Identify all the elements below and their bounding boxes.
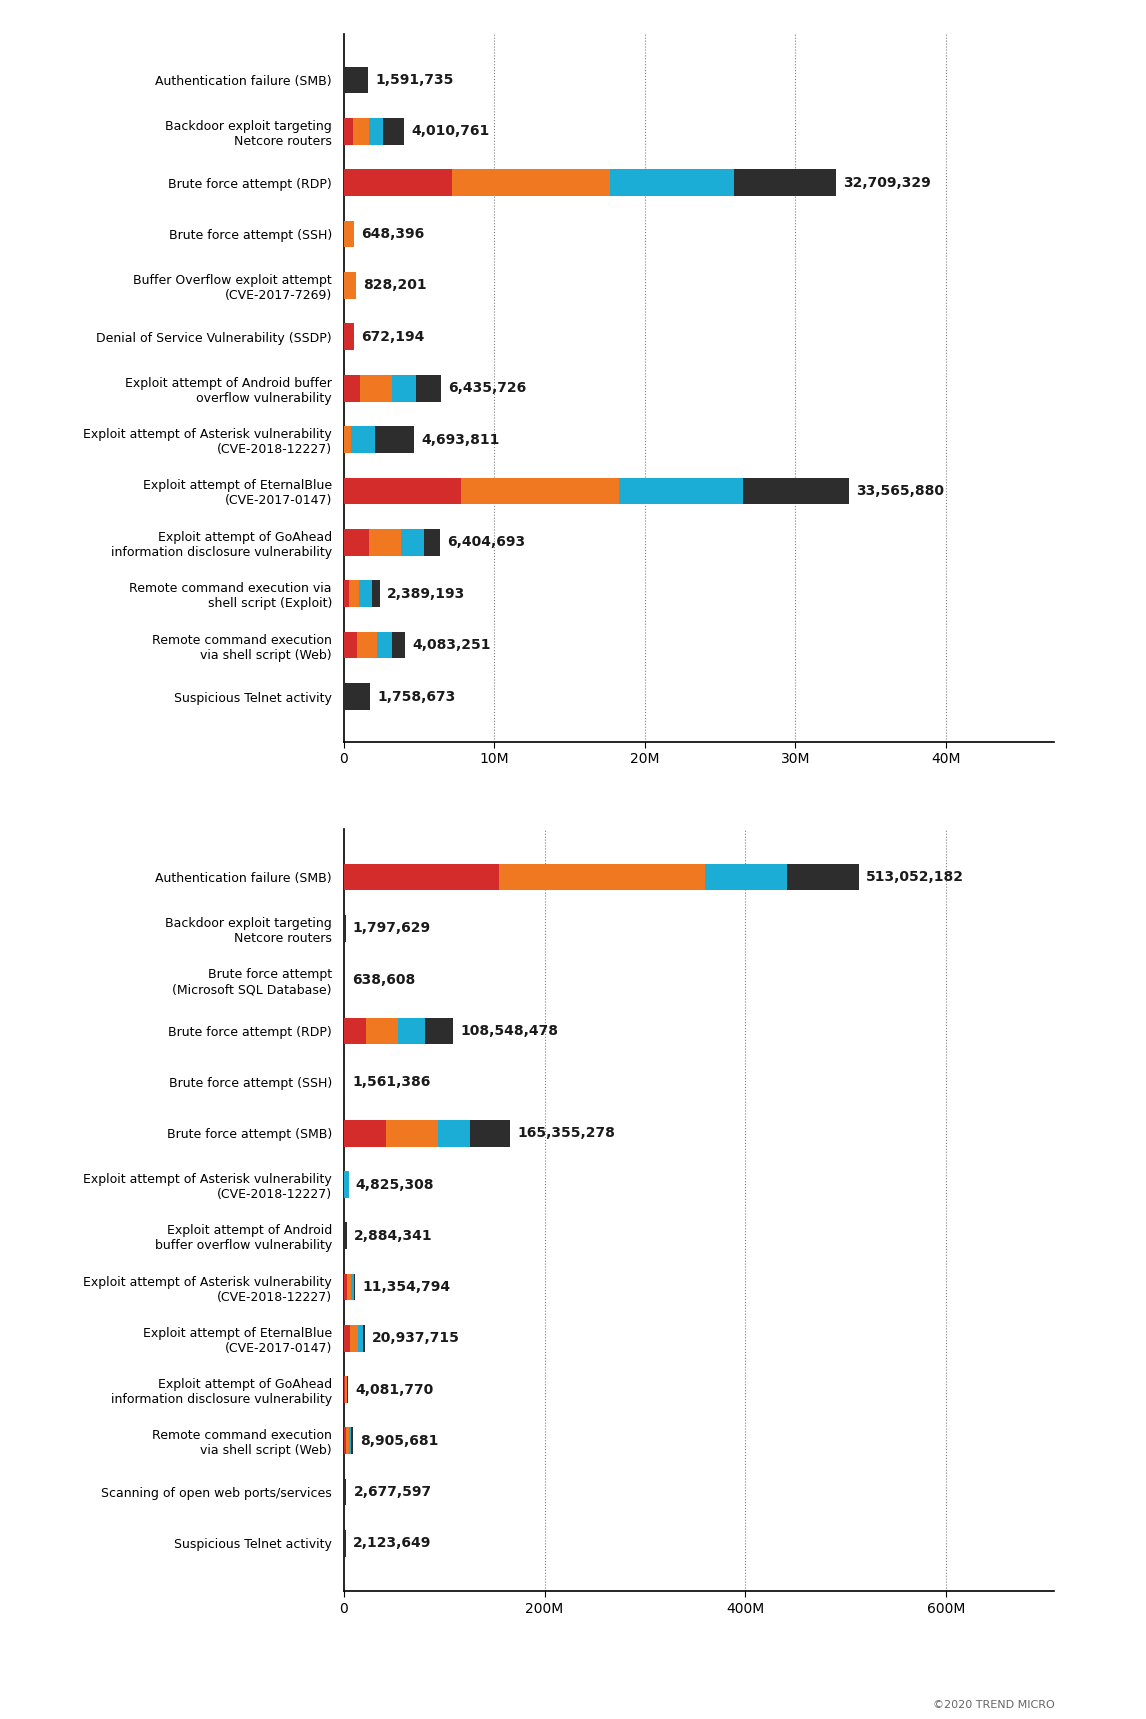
Bar (344, 1274, 347, 1300)
Text: 4,825,308: 4,825,308 (356, 1178, 434, 1191)
Text: 828,201: 828,201 (363, 278, 427, 292)
Text: 513,052,182: 513,052,182 (866, 870, 964, 884)
Bar (366, 1018, 398, 1043)
Bar (344, 375, 360, 402)
Text: 6,404,693: 6,404,693 (447, 535, 526, 550)
Text: 4,693,811: 4,693,811 (422, 433, 500, 447)
Text: 1,797,629: 1,797,629 (353, 921, 431, 935)
Text: 2,389,193: 2,389,193 (387, 586, 465, 600)
Text: 32,709,329: 32,709,329 (843, 175, 932, 189)
Text: 11,354,794: 11,354,794 (362, 1281, 450, 1294)
Bar (354, 1274, 355, 1300)
Bar (344, 1222, 347, 1250)
Bar (351, 426, 375, 452)
Bar (350, 1427, 351, 1454)
Bar (363, 1325, 364, 1351)
Bar (424, 529, 440, 555)
Bar (358, 1325, 363, 1351)
Bar (611, 168, 733, 196)
Bar (377, 633, 392, 658)
Bar (733, 168, 837, 196)
Text: 4,083,251: 4,083,251 (413, 638, 490, 652)
Bar (347, 1274, 351, 1300)
Bar (344, 168, 453, 196)
Bar (344, 1530, 346, 1557)
Bar (344, 1069, 345, 1095)
Text: 20,937,715: 20,937,715 (372, 1331, 460, 1346)
Text: 33,565,880: 33,565,880 (856, 485, 944, 499)
Bar (344, 1427, 346, 1454)
Legend: DEC 2019, JAN 2020, FEB 2020, MAR 2020: DEC 2019, JAN 2020, FEB 2020, MAR 2020 (446, 1621, 952, 1636)
Bar (344, 1018, 366, 1043)
Bar (392, 375, 416, 402)
Bar (386, 1121, 438, 1147)
Text: 2,884,341: 2,884,341 (354, 1229, 432, 1243)
Text: ©2020 TREND MICRO: ©2020 TREND MICRO (933, 1700, 1054, 1710)
Text: 672,194: 672,194 (361, 330, 424, 344)
Bar (353, 119, 369, 144)
Bar (350, 581, 359, 607)
Bar (351, 1427, 353, 1454)
Bar (346, 1427, 350, 1454)
Bar (344, 581, 350, 607)
Text: 2,123,649: 2,123,649 (353, 1537, 432, 1551)
Text: 1,758,673: 1,758,673 (377, 689, 456, 703)
Bar (438, 1121, 470, 1147)
Bar (392, 633, 406, 658)
Bar (344, 426, 351, 452)
Bar (344, 119, 353, 144)
Bar (470, 1121, 510, 1147)
Bar (461, 478, 619, 504)
Text: 4,010,761: 4,010,761 (411, 124, 489, 138)
Bar (787, 863, 858, 890)
Bar (344, 633, 358, 658)
Text: 638,608: 638,608 (352, 973, 415, 987)
Text: 165,355,278: 165,355,278 (517, 1126, 615, 1140)
Bar (344, 323, 354, 351)
Bar (375, 426, 415, 452)
Bar (425, 1018, 453, 1043)
Bar (453, 168, 611, 196)
Text: 1,591,735: 1,591,735 (375, 72, 454, 88)
Bar (619, 478, 743, 504)
Text: 4,081,770: 4,081,770 (355, 1382, 433, 1396)
Bar (398, 1018, 425, 1043)
Bar (416, 375, 441, 402)
Bar (344, 220, 354, 248)
Bar (344, 67, 368, 93)
Bar (358, 633, 377, 658)
Bar (360, 375, 392, 402)
Bar (500, 863, 705, 890)
Bar (351, 1274, 354, 1300)
Bar (344, 1121, 386, 1147)
Text: 648,396: 648,396 (361, 227, 424, 241)
Text: 108,548,478: 108,548,478 (460, 1025, 558, 1038)
Bar (344, 1325, 351, 1351)
Text: 1,561,386: 1,561,386 (353, 1074, 431, 1090)
Bar (351, 1325, 358, 1351)
Bar (344, 529, 369, 555)
Bar (705, 863, 787, 890)
Bar (344, 478, 461, 504)
Legend: DEC 2018, JAN 2019, FEB 2019, MAR 2019: DEC 2018, JAN 2019, FEB 2019, MAR 2019 (446, 779, 952, 792)
Bar (401, 529, 424, 555)
Bar (383, 119, 405, 144)
Bar (344, 915, 346, 942)
Bar (344, 1478, 346, 1506)
Bar (344, 682, 370, 710)
Bar (344, 272, 356, 299)
Bar (359, 581, 371, 607)
Bar (371, 581, 379, 607)
Bar (743, 478, 849, 504)
Text: 6,435,726: 6,435,726 (448, 382, 526, 395)
Text: 2,677,597: 2,677,597 (354, 1485, 432, 1499)
Text: 8,905,681: 8,905,681 (360, 1434, 438, 1447)
Bar (369, 529, 401, 555)
Bar (345, 1377, 346, 1403)
Bar (344, 1171, 348, 1198)
Bar (369, 119, 383, 144)
Bar (344, 863, 500, 890)
